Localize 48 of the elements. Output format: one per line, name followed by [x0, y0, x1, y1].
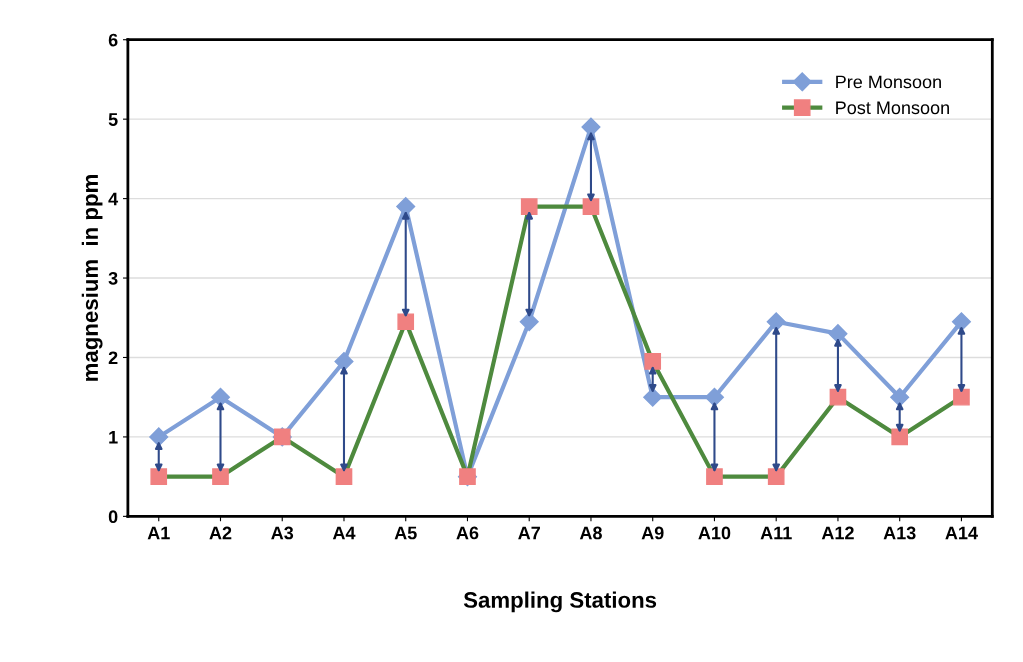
point — [766, 312, 786, 332]
y-tick-label: 4 — [108, 192, 119, 206]
x-tick-label: A12 — [821, 526, 854, 540]
y-tick-label: 5 — [108, 113, 118, 126]
point — [150, 468, 168, 485]
x-tick-label: A7 — [518, 526, 540, 540]
point — [706, 468, 723, 485]
point — [582, 198, 600, 215]
x-tick-label: A14 — [945, 526, 978, 540]
point — [829, 388, 847, 406]
x-tick-label: A11 — [760, 526, 792, 540]
x-tick-label: A6 — [456, 526, 479, 540]
x-tick-label: A4 — [332, 526, 356, 540]
point — [643, 387, 663, 407]
point — [828, 324, 848, 344]
point — [644, 353, 662, 370]
y-tick-label: 1 — [109, 431, 118, 444]
point — [334, 351, 354, 371]
point — [149, 427, 169, 447]
y-tick-label: 2 — [108, 351, 118, 365]
y-axis-title: magnesium in ppm — [81, 175, 103, 381]
y-tick-label: 3 — [108, 271, 118, 285]
point — [581, 117, 601, 137]
point — [891, 428, 909, 446]
y-tick-label: 6 — [108, 33, 118, 47]
x-tick-label: A1 — [147, 526, 170, 540]
point — [890, 387, 910, 407]
point — [519, 312, 539, 332]
point — [520, 198, 538, 215]
point — [397, 313, 415, 331]
point — [704, 387, 724, 407]
point — [210, 387, 231, 407]
x-tick-label: A9 — [641, 526, 664, 540]
x-tick-label: A3 — [271, 526, 294, 540]
x-tick-label: A2 — [209, 526, 232, 540]
legend-label: Post Monsoon — [836, 101, 949, 115]
x-tick-label: A8 — [579, 526, 602, 540]
point — [335, 468, 353, 485]
x-tick-label: A5 — [394, 526, 417, 540]
point — [767, 468, 785, 485]
y-tick-label: 0 — [108, 510, 118, 524]
point — [953, 388, 970, 406]
legend-label: Pre Monsoon — [836, 75, 941, 89]
x-tick-label: A13 — [883, 526, 916, 540]
x-tick-label: A10 — [698, 526, 731, 540]
point — [212, 468, 229, 485]
x-axis-title: Sampling Stations — [463, 591, 657, 613]
point — [951, 312, 971, 332]
